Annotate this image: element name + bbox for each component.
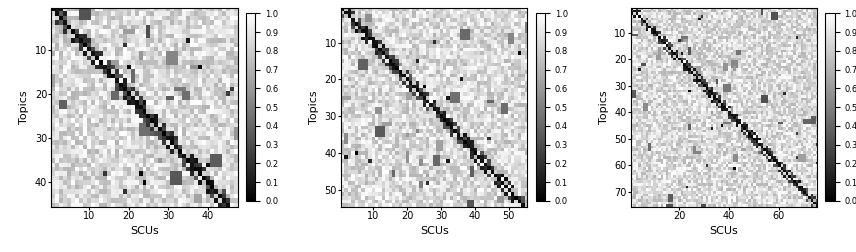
X-axis label: SCUs: SCUs [130, 226, 159, 236]
Y-axis label: Topics: Topics [598, 90, 609, 124]
Y-axis label: Topics: Topics [20, 90, 29, 124]
X-axis label: SCUs: SCUs [419, 226, 449, 236]
Y-axis label: Topics: Topics [309, 90, 319, 124]
X-axis label: SCUs: SCUs [710, 226, 738, 236]
